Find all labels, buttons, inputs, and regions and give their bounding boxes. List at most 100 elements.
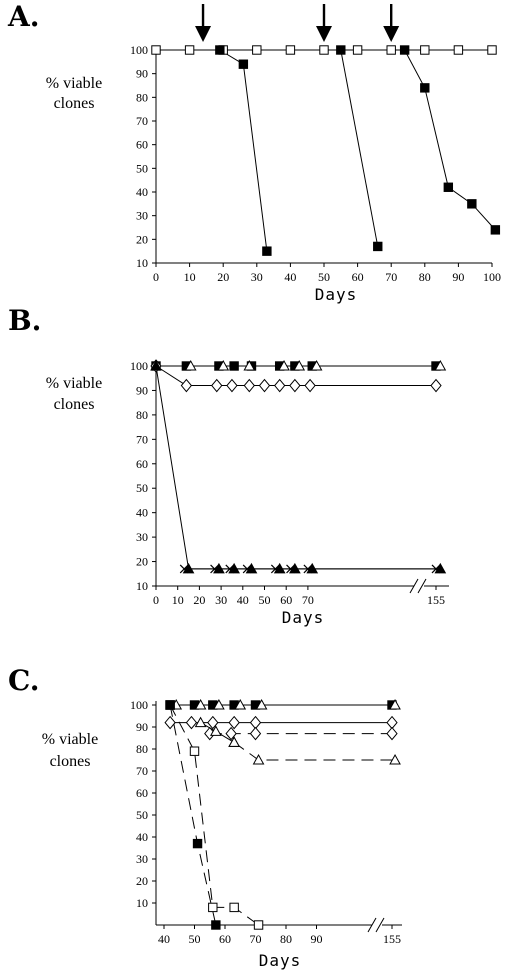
panel-1-series-4-point-0-stroke-2	[179, 564, 189, 574]
panel-1-series-1-point-6	[434, 359, 447, 371]
panel-2-xtick-label-2: 60	[219, 932, 231, 946]
panel-1-ytick-label-8: 90	[136, 383, 148, 397]
panel-b-label: B.	[8, 304, 41, 337]
panel-1-ytick-label-5: 60	[136, 457, 148, 471]
panel-0-ytick-label-4: 50	[136, 161, 148, 175]
panel-0-series-3-point-2	[443, 182, 454, 192]
panel-2-series-5-point-2	[389, 753, 401, 765]
panel-2-series-4-point-1	[210, 725, 222, 736]
panel-2-ytick-label-0: 10	[136, 896, 148, 910]
panel-1-series-3-point-0	[150, 359, 162, 371]
panel-0-arrow-0-head	[195, 26, 212, 42]
panel-2-series-4-point-0	[194, 716, 207, 728]
panel-1-series-3-line	[155, 365, 441, 570]
panel-2-series-2-point-1	[185, 715, 198, 730]
panel-2-xtick-label-4: 80	[280, 932, 292, 946]
panel-1-series-4-point-6	[303, 564, 313, 574]
panel-0-series-3-point-3	[467, 199, 477, 209]
panel-1-series-4-point-0	[179, 564, 189, 574]
panel-c: C. % viable clones Days 10 20 30 40 50 60 70 80…	[8, 664, 402, 970]
panel-b-ylabel-line2: clones	[54, 396, 95, 413]
panel-0-ytick-label-7: 80	[136, 90, 148, 104]
panel-1-ytick-label-3: 40	[136, 506, 148, 520]
panel-2-series-2-point-4	[249, 715, 262, 730]
panel-1-series-2-point-6	[274, 378, 286, 393]
panel-1-axis-break-1	[409, 578, 419, 594]
panel-1-series-2-point-3	[226, 378, 238, 393]
panel-1-axis-break-2	[417, 578, 427, 594]
panel-0-series-0-point-1	[184, 45, 195, 55]
panel-0-xtick-label-9: 90	[452, 270, 464, 284]
panel-1-series-2-point-9	[430, 378, 442, 393]
panel-2-series-6-point-2	[208, 902, 218, 913]
panel-0-arrow-2	[383, 4, 400, 42]
panel-1-ytick-label-6: 70	[136, 432, 148, 446]
panel-0-series-3-point-0	[399, 45, 410, 55]
panel-0-xtick-label-8: 80	[419, 270, 431, 284]
panel-0-series-0-point-5	[319, 45, 329, 55]
panel-2-series-6-point-4	[253, 920, 264, 930]
panel-1-series-1-point-2	[243, 359, 256, 371]
panel-1-series-2-point-1	[180, 378, 193, 393]
panel-1-series-4-point-4	[270, 564, 280, 574]
panel-2-series-6-point-1	[189, 746, 200, 756]
panel-1-axis-break	[409, 578, 427, 594]
panel-0-xtick-label-6: 60	[352, 270, 364, 284]
panel-1-xtick-label-3: 30	[215, 593, 227, 607]
panel-0-xtick-label-1: 10	[184, 270, 196, 284]
panel-2-ytick-label-1: 20	[136, 874, 148, 888]
panel-0-xtick-label-4: 40	[284, 270, 296, 284]
panel-0-series-1-point-2	[262, 246, 272, 256]
panel-2-series-1-point-1	[194, 698, 207, 710]
panel-2-ytick-label-3: 40	[136, 830, 148, 844]
panel-0-series-3-point-4	[490, 225, 501, 235]
panel-1-xtick-label-7: 70	[302, 593, 314, 607]
panel-1-xtick-label-2: 20	[193, 593, 205, 607]
panel-2-ytick-label-4: 50	[136, 808, 148, 822]
panel-2-ytick-label-8: 90	[136, 720, 148, 734]
panel-c-xlabel: Days	[259, 951, 302, 970]
panel-a-xlabel: Days	[315, 285, 358, 304]
panel-1-series-0-point-3	[229, 361, 239, 371]
panel-a-plot: 10 20 30 40 50 60 70 80 90 100 0 10 20 30 40 50 60 70 80 90…	[130, 4, 501, 284]
panel-1-series-2-point-7	[289, 378, 301, 393]
panel-a-ylabel-line2: clones	[54, 95, 95, 112]
panel-0-series-0-point-4	[285, 45, 296, 55]
panel-0-arrow-2-head	[383, 26, 400, 42]
panel-2-xtick-label-5: 90	[311, 932, 323, 946]
panel-b-ylabel-line1: % viable	[46, 375, 102, 392]
panel-2-series-2-point-2	[207, 715, 219, 730]
panel-2-series-2-point-0	[164, 715, 176, 730]
panel-1-series-4-point-4-stroke-2	[270, 564, 280, 574]
panel-2-series-5-point-1	[252, 753, 265, 765]
panel-2-axis-break-2	[375, 917, 385, 933]
panel-0-series-3-point-1	[420, 83, 430, 93]
panel-1-ytick-label-7: 80	[136, 408, 148, 422]
panel-2-xtick-label-0: 40	[158, 932, 170, 946]
panel-0-series-1-point-0	[215, 45, 225, 55]
panel-c-label: C.	[8, 664, 40, 697]
panel-2-series-6-line	[169, 704, 259, 926]
panel-0-ytick-label-6: 70	[136, 114, 148, 128]
panel-2-xtick-label-3: 70	[250, 932, 262, 946]
panel-1-series-4-point-5-stroke-2	[286, 564, 295, 574]
panel-1-series-4-point-1	[210, 564, 220, 574]
panel-2-series-6-point-3	[229, 902, 239, 913]
panel-2-series-7-point-0	[165, 700, 175, 710]
panel-2-series-1-point-2	[213, 698, 225, 710]
panel-1-ytick-label-1: 20	[136, 555, 148, 569]
panel-1-series-1-point-0	[184, 359, 197, 371]
panel-1-series-2-point-4	[243, 378, 255, 393]
panel-1-xtick-label-4: 40	[237, 593, 249, 607]
panel-2-series-7-point-1	[192, 838, 203, 849]
panel-0-series-0-point-8	[420, 45, 430, 55]
panel-2-ytick-label-5: 60	[136, 786, 148, 800]
panel-0-ytick-label-2: 30	[136, 209, 148, 223]
panel-0-xtick-label-7: 70	[385, 270, 397, 284]
panel-0-ytick-label-5: 60	[136, 138, 148, 152]
panel-1-series-4-point-5	[286, 564, 295, 574]
panel-1-series-1-point-3	[278, 359, 290, 371]
panel-0-ytick-label-1: 20	[136, 232, 148, 246]
panel-1-series-1-point-5	[310, 359, 323, 371]
